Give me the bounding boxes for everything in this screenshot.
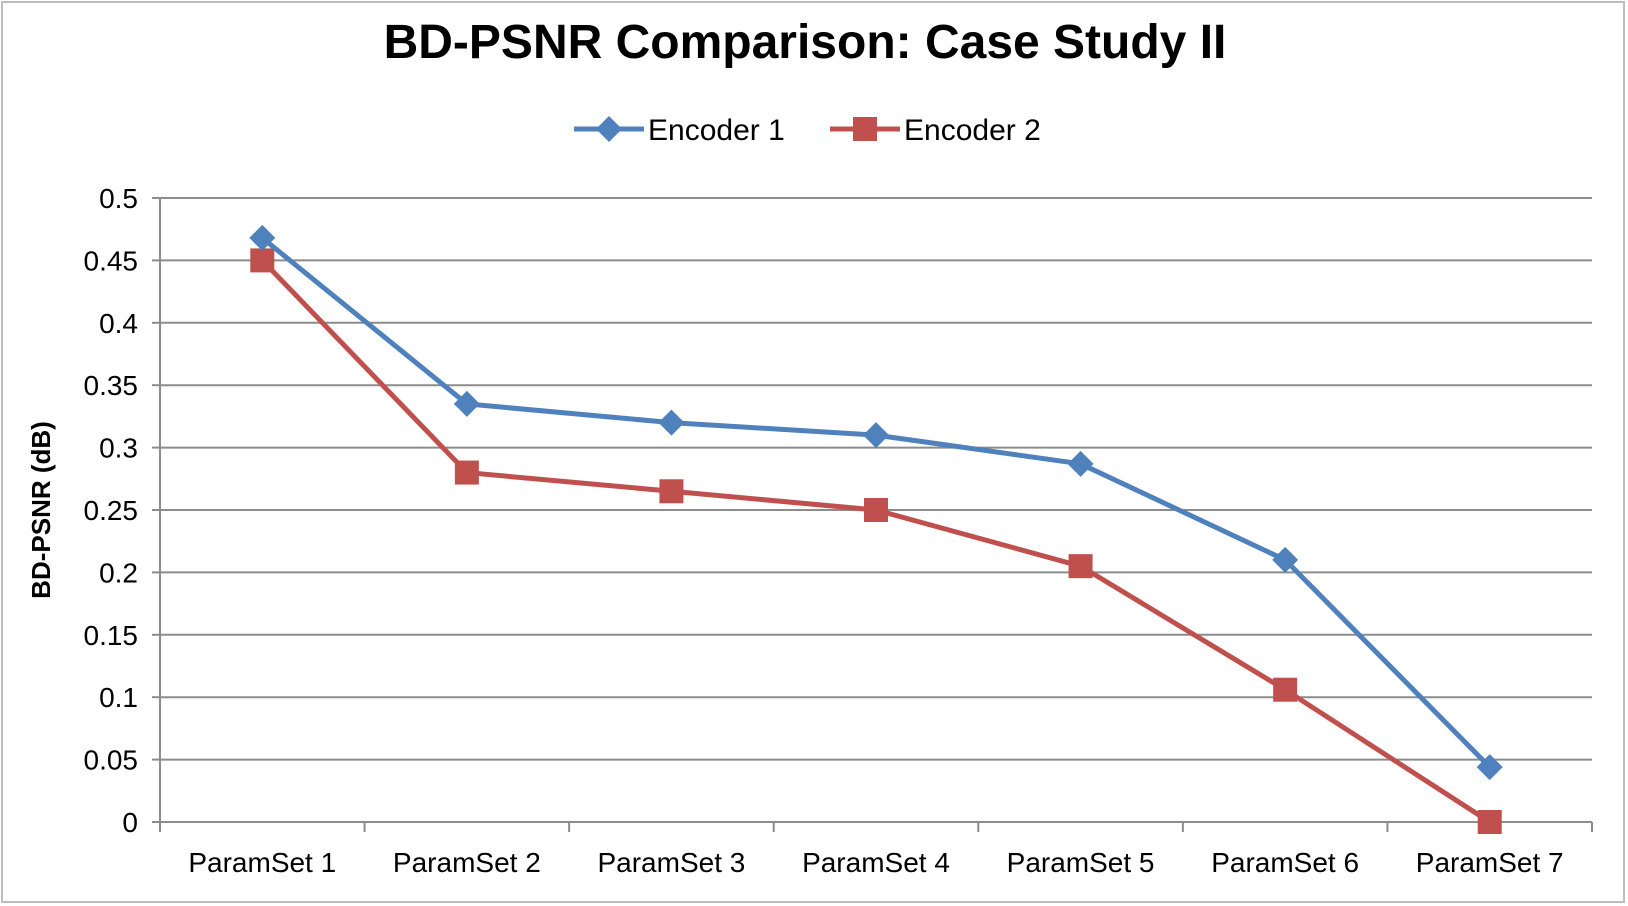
x-tick-label: ParamSet 3 — [597, 847, 745, 878]
y-tick-label: 0.4 — [99, 308, 138, 339]
x-tick-label: ParamSet 6 — [1211, 847, 1359, 878]
y-tick-label: 0 — [122, 807, 138, 838]
legend-item: Encoder 1 — [574, 114, 785, 147]
data-point — [659, 479, 684, 504]
data-point — [863, 422, 889, 449]
legend-marker — [853, 117, 877, 141]
series-2 — [250, 248, 1502, 834]
x-tick-label: ParamSet 4 — [802, 847, 950, 878]
y-axis-ticks: 0 0.05 0.1 0.15 0.2 0.25 0.3 0.35 0.4 0.45 0.5 — [84, 183, 160, 838]
y-tick-label: 0.5 — [99, 183, 138, 214]
gridlines — [160, 197, 1592, 761]
series-1 — [249, 224, 1503, 781]
y-tick-label: 0.05 — [84, 745, 139, 776]
x-tick-label: ParamSet 1 — [188, 847, 336, 878]
legend-label: Encoder 1 — [648, 114, 785, 147]
y-tick-label: 0.1 — [99, 682, 138, 713]
data-point — [1067, 450, 1094, 477]
legend-item: Encoder 2 — [830, 114, 1041, 147]
x-axis: ParamSet 1 ParamSet 2 ParamSet 3 ParamSet 4… — [159, 198, 1593, 878]
data-point — [454, 460, 479, 485]
series-line — [260, 258, 1492, 825]
y-tick-label: 0.3 — [99, 433, 138, 464]
data-point — [1272, 546, 1299, 573]
data-point — [1068, 554, 1093, 579]
x-tick-label: ParamSet 2 — [393, 847, 541, 878]
y-tick-label: 0.2 — [99, 557, 138, 588]
data-point — [1273, 677, 1298, 702]
y-tick-label: 0.15 — [84, 620, 139, 651]
chart-title: BD-PSNR Comparison: Case Study II — [384, 16, 1227, 69]
x-tick-label: ParamSet 5 — [1007, 847, 1155, 878]
data-point — [658, 409, 685, 436]
data-point — [453, 390, 480, 417]
data-point — [1476, 754, 1503, 781]
y-tick-label: 0.45 — [84, 245, 139, 276]
legend-marker — [596, 116, 622, 142]
y-tick-label: 0.25 — [84, 495, 139, 526]
x-tick-label: ParamSet 7 — [1416, 847, 1564, 878]
legend: Encoder 1 Encoder 2 — [574, 114, 1041, 147]
series-layer — [249, 224, 1503, 834]
data-point — [1477, 810, 1502, 834]
legend-label: Encoder 2 — [904, 114, 1041, 147]
y-tick-label: 0.35 — [84, 370, 139, 401]
data-point — [249, 224, 276, 251]
data-point — [250, 248, 275, 273]
data-point — [864, 498, 888, 522]
y-axis-label: BD-PSNR (dB) — [26, 421, 56, 599]
